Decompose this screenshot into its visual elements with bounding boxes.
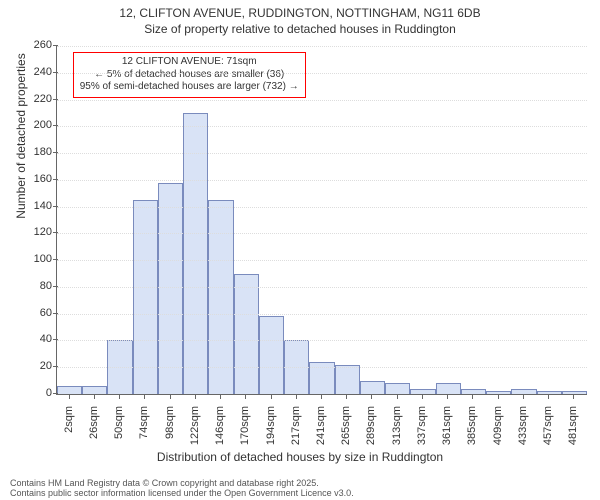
x-tick: 265sqm <box>340 406 352 456</box>
y-tick: 80 <box>22 280 52 292</box>
histogram-bar <box>360 381 385 394</box>
annotation-line3: 95% of semi-detached houses are larger (… <box>80 81 299 94</box>
annotation-box: 12 CLIFTON AVENUE: 71sqm ← 5% of detache… <box>73 52 306 98</box>
footer-line2: Contains public sector information licen… <box>10 488 354 498</box>
y-tick: 220 <box>22 93 52 105</box>
x-tick: 98sqm <box>164 406 176 456</box>
histogram-bar <box>183 113 208 394</box>
x-tick: 194sqm <box>265 406 277 456</box>
footer-line1: Contains HM Land Registry data © Crown c… <box>10 478 354 488</box>
x-tick: 217sqm <box>290 406 302 456</box>
x-tick: 457sqm <box>542 406 554 456</box>
x-tick: 409sqm <box>492 406 504 456</box>
x-tick: 241sqm <box>315 406 327 456</box>
histogram-bar <box>436 383 461 394</box>
y-tick: 0 <box>22 387 52 399</box>
histogram-bars <box>57 46 587 394</box>
histogram-bar <box>82 386 107 394</box>
histogram-bar <box>385 383 410 394</box>
histogram-bar <box>486 391 511 394</box>
histogram-bar <box>234 274 259 394</box>
x-tick: 74sqm <box>138 406 150 456</box>
y-tick: 260 <box>22 39 52 51</box>
histogram-bar <box>133 200 158 394</box>
x-tick: 146sqm <box>214 406 226 456</box>
y-tick: 240 <box>22 66 52 78</box>
histogram-bar <box>259 316 284 394</box>
y-tick: 40 <box>22 333 52 345</box>
histogram-bar <box>410 389 435 394</box>
annotation-line2: ← 5% of detached houses are smaller (36) <box>80 69 299 82</box>
y-tick: 120 <box>22 226 52 238</box>
annotation-line1: 12 CLIFTON AVENUE: 71sqm <box>80 56 299 69</box>
y-tick: 60 <box>22 307 52 319</box>
y-tick: 200 <box>22 119 52 131</box>
footer-attribution: Contains HM Land Registry data © Crown c… <box>10 478 354 498</box>
x-tick: 481sqm <box>567 406 579 456</box>
histogram-bar <box>511 389 536 394</box>
chart-title-line1: 12, CLIFTON AVENUE, RUDDINGTON, NOTTINGH… <box>0 6 600 20</box>
x-tick: 26sqm <box>88 406 100 456</box>
y-tick: 20 <box>22 360 52 372</box>
y-tick: 180 <box>22 146 52 158</box>
y-tick: 160 <box>22 173 52 185</box>
histogram-bar <box>208 200 233 394</box>
y-tick: 140 <box>22 200 52 212</box>
histogram-bar <box>335 365 360 394</box>
x-tick: 289sqm <box>365 406 377 456</box>
chart-container: 12, CLIFTON AVENUE, RUDDINGTON, NOTTINGH… <box>0 0 600 500</box>
x-tick: 122sqm <box>189 406 201 456</box>
histogram-bar <box>158 183 183 394</box>
x-tick: 50sqm <box>113 406 125 456</box>
histogram-bar <box>57 386 82 394</box>
y-tick: 100 <box>22 253 52 265</box>
x-tick: 170sqm <box>239 406 251 456</box>
plot-area: 12 CLIFTON AVENUE: 71sqm ← 5% of detache… <box>56 46 587 395</box>
x-tick: 385sqm <box>466 406 478 456</box>
x-tick: 313sqm <box>391 406 403 456</box>
x-tick: 2sqm <box>63 406 75 456</box>
chart-title-line2: Size of property relative to detached ho… <box>0 22 600 36</box>
x-tick: 337sqm <box>416 406 428 456</box>
x-tick: 433sqm <box>517 406 529 456</box>
x-tick: 361sqm <box>441 406 453 456</box>
